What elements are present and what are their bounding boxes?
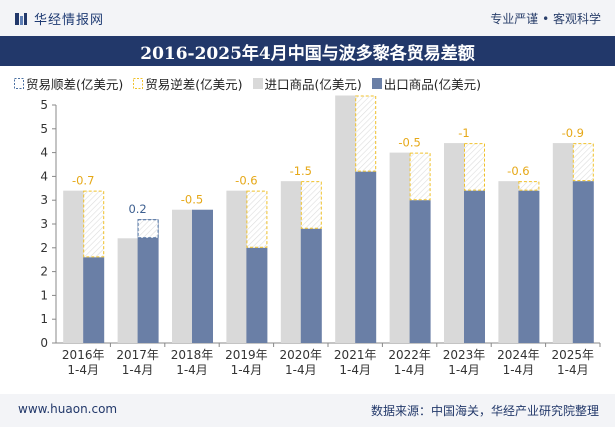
x-tick-label: 2016年: [62, 348, 105, 362]
bar-chart: 01122334455-0.72016年1-4月0.22017年1-4月-0.5…: [40, 92, 601, 377]
x-tick-label: 1-4月: [285, 363, 317, 377]
top-bar: 华经情报网 专业严谨 • 客观科学: [0, 0, 615, 36]
x-tick-label: 2023年: [443, 348, 486, 362]
x-tick-label: 1-4月: [557, 363, 589, 377]
legend-item-surplus[interactable]: 贸易顺差(亿美元): [14, 74, 123, 93]
x-tick-label: 1-4月: [231, 363, 263, 377]
y-tick-label: 2: [40, 241, 48, 255]
legend-label-surplus: 贸易顺差(亿美元): [26, 77, 124, 92]
x-tick-label: 2019年: [225, 348, 268, 362]
brand[interactable]: 华经情报网: [14, 9, 104, 28]
x-tick-label: 1-4月: [394, 363, 426, 377]
tagline: 专业严谨 • 客观科学: [490, 12, 601, 26]
import-bar: [444, 143, 465, 343]
balance-data-label: 0.2: [128, 202, 146, 216]
x-tick-label: 1-4月: [176, 363, 208, 377]
export-bar: [518, 190, 540, 343]
balance-bar: [464, 143, 485, 191]
import-bar: [117, 238, 139, 343]
import-bar: [63, 190, 85, 343]
chart-legend: 贸易顺差(亿美元) 贸易逆差(亿美元) 进口商品(亿美元) 出口商品(亿美元): [14, 74, 481, 93]
export-bar: [83, 257, 105, 343]
x-tick-label: 2018年: [171, 348, 214, 362]
balance-bar: [300, 181, 322, 229]
balance-bar: [409, 152, 431, 201]
x-tick-label: 1-4月: [448, 363, 480, 377]
import-bar: [172, 209, 193, 343]
legend-label-import: 进口商品(亿美元): [264, 77, 362, 92]
y-tick-label: 1: [40, 288, 48, 302]
balance-data-label: -0.7: [72, 174, 94, 188]
x-tick-label: 2025年: [552, 348, 595, 362]
balance-bar: [83, 190, 105, 258]
export-bar: [137, 219, 159, 343]
import-bar: [280, 181, 302, 343]
x-tick-label: 2021年: [334, 348, 377, 362]
legend-item-deficit[interactable]: 贸易逆差(亿美元): [133, 74, 243, 93]
x-tick-label: 2017年: [116, 348, 159, 362]
y-tick-label: 4: [40, 169, 48, 183]
y-tick-label: 3: [40, 193, 48, 207]
balance-bar: [246, 190, 268, 248]
legend-swatch-import: [252, 78, 263, 89]
balance-data-label: -0.9: [562, 126, 584, 140]
import-bar: [498, 181, 520, 343]
y-tick-label: 5: [40, 122, 48, 136]
export-bar: [409, 200, 431, 343]
import-bar: [226, 190, 248, 343]
balance-data-label: -1: [458, 126, 469, 140]
y-tick-label: 4: [40, 146, 48, 160]
x-tick-label: 2020年: [280, 348, 323, 362]
brand-name: 华经情报网: [34, 13, 105, 28]
x-tick-label: 1-4月: [503, 363, 535, 377]
import-bar: [389, 152, 411, 343]
title-band: 2016-2025年4月中国与波多黎各贸易差额: [0, 36, 615, 66]
balance-bar: [572, 143, 594, 182]
legend-label-deficit: 贸易逆差(亿美元): [145, 77, 243, 92]
export-bar: [300, 228, 322, 343]
legend-item-export[interactable]: 出口商品(亿美元): [371, 74, 482, 93]
balance-data-label: -1.5: [290, 164, 312, 178]
export-bar: [246, 247, 268, 343]
import-bar: [552, 143, 574, 343]
y-tick-label: 5: [40, 98, 48, 112]
balance-data-label: -0.6: [235, 174, 257, 188]
footer: www.huaon.com 数据来源：中国海关，华经产业研究院整理: [0, 394, 615, 427]
legend-swatch-deficit: [133, 78, 144, 89]
x-tick-label: 1-4月: [67, 363, 99, 377]
y-tick-label: 1: [40, 312, 48, 326]
export-bar: [464, 190, 485, 343]
legend-label-export: 出口商品(亿美元): [383, 77, 482, 92]
chart-title: 2016-2025年4月中国与波多黎各贸易差额: [140, 43, 475, 64]
data-source: 数据来源：中国海关，华经产业研究院整理: [370, 404, 599, 418]
y-tick-label: 3: [40, 217, 48, 231]
legend-swatch-export: [371, 78, 382, 89]
balance-bar: [518, 181, 540, 191]
x-tick-label: 1-4月: [339, 363, 371, 377]
export-bar: [355, 171, 377, 343]
balance-data-label: -0.5: [398, 136, 420, 150]
footer-url[interactable]: www.huaon.com: [18, 402, 118, 416]
y-tick-label: 0: [40, 336, 48, 350]
y-tick-label: 2: [40, 265, 48, 279]
import-bar: [335, 95, 357, 343]
balance-data-label: -0.5: [181, 193, 203, 207]
brand-logo-icon: [15, 12, 27, 25]
export-bar: [192, 209, 213, 343]
legend-item-import[interactable]: 进口商品(亿美元): [252, 74, 362, 93]
export-bar: [572, 181, 594, 343]
x-tick-label: 2022年: [388, 348, 431, 362]
x-tick-label: 1-4月: [122, 363, 154, 377]
legend-swatch-surplus: [14, 78, 24, 89]
balance-data-label: -0.6: [507, 164, 529, 178]
balance-bar: [355, 95, 377, 172]
x-tick-label: 2024年: [497, 348, 540, 362]
balance-bar: [137, 219, 159, 239]
